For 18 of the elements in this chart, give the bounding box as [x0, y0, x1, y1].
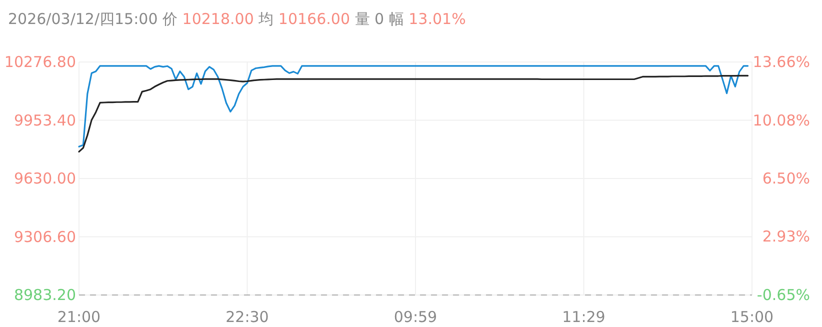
y-tick-label: 9953.40 — [14, 111, 76, 130]
x-tick-label: 21:00 — [57, 308, 101, 326]
x-tick-label: 15:00 — [730, 308, 774, 326]
y2-tick-label: -0.65% — [756, 286, 810, 304]
x-tick-label: 09:59 — [394, 308, 438, 326]
y2-tick-label: 10.08% — [752, 111, 810, 130]
y-tick-label: 9630.00 — [14, 170, 76, 188]
y2-tick-label: 2.93% — [762, 228, 810, 246]
line-series — [78, 65, 749, 148]
y2-tick-label: 13.66% — [752, 53, 810, 71]
y-tick-label: 8983.20 — [14, 286, 76, 304]
y-tick-label: 10276.80 — [4, 53, 76, 71]
x-tick-label: 11:29 — [562, 308, 606, 326]
line-series — [78, 74, 749, 152]
y-tick-label: 9306.60 — [14, 228, 76, 246]
y2-tick-label: 6.50% — [762, 170, 810, 188]
chart-title: 2026/03/12/四15:00 价 10218.00 均 10166.00 量 0 幅 13.01% — [8, 10, 466, 28]
x-tick-label: 22:30 — [226, 308, 269, 326]
